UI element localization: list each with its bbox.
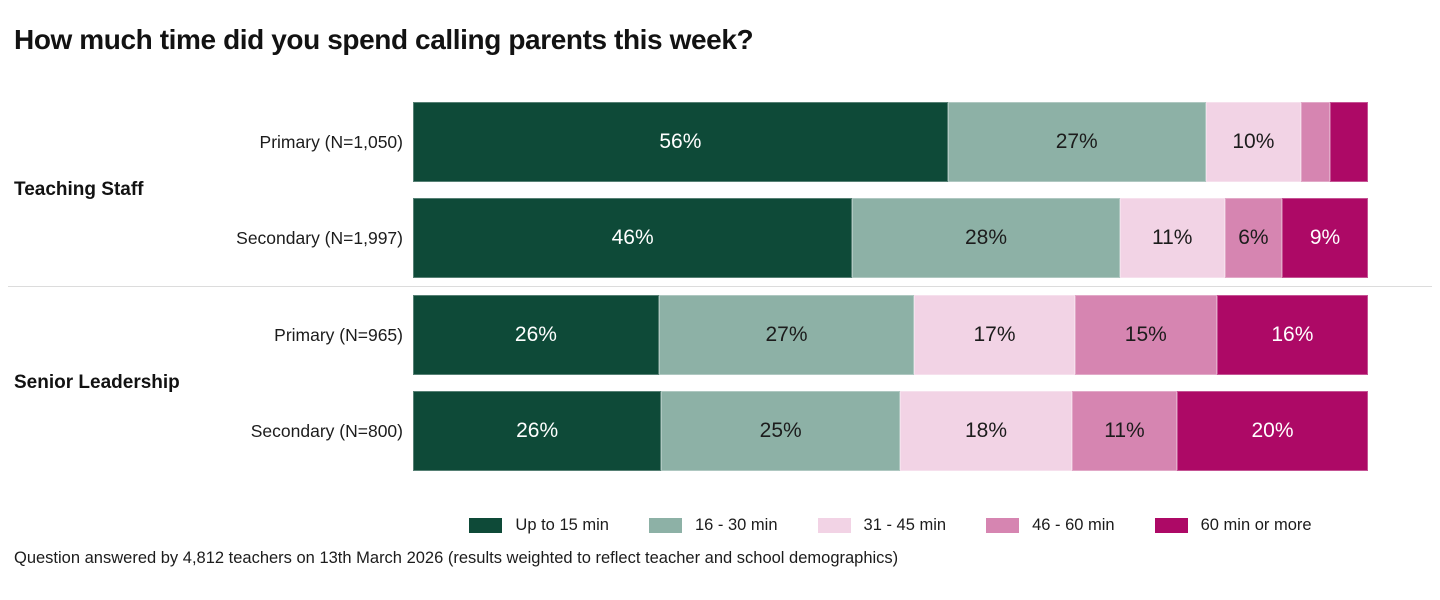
segment-value-label: 26%	[516, 419, 559, 442]
bar-segment: 11%	[1071, 391, 1177, 471]
legend-item: 16 - 30 min	[648, 516, 778, 535]
bar-segment: 26%	[413, 295, 659, 375]
bar-segment	[1301, 102, 1330, 182]
bar-segment: 10%	[1205, 102, 1302, 182]
row-label: Secondary (N=1,997)	[236, 227, 403, 248]
legend-label: 46 - 60 min	[1032, 516, 1115, 534]
bar-segment: 17%	[914, 295, 1075, 375]
bar-row: Primary (N=1,050) 56% 27% 10%	[0, 102, 1440, 182]
group-label: Senior Leadership	[14, 372, 180, 393]
segment-value-label: 25%	[759, 419, 802, 442]
segment-value-label: 28%	[964, 226, 1008, 249]
legend-item: 46 - 60 min	[986, 516, 1115, 535]
legend-label: 31 - 45 min	[863, 516, 947, 534]
group-label: Teaching Staff	[14, 179, 144, 200]
segment-value-label: 17%	[973, 323, 1016, 346]
bar-segment: 6%	[1224, 198, 1283, 278]
legend-label: 16 - 30 min	[694, 516, 778, 534]
legend-swatch	[1154, 518, 1188, 533]
bar-segment: 16%	[1216, 295, 1368, 375]
segment-value-label: 27%	[765, 323, 808, 346]
legend-swatch	[986, 518, 1020, 533]
bar-segment: 25%	[661, 391, 901, 471]
segment-value-label: 20%	[1251, 419, 1294, 442]
segment-value-label: 46%	[611, 226, 654, 249]
row-label: Primary (N=965)	[274, 324, 403, 345]
bar-segment: 15%	[1074, 295, 1217, 375]
stacked-bar: 26% 27% 17% 15% 16%	[413, 295, 1368, 375]
row-label: Primary (N=1,050)	[259, 131, 403, 152]
bar-segment: 9%	[1282, 198, 1368, 278]
legend-item: 31 - 45 min	[817, 516, 947, 535]
bar-segment: 26%	[413, 391, 662, 471]
bar-segment: 20%	[1177, 391, 1368, 471]
bar-segment: 11%	[1119, 198, 1225, 278]
segment-value-label: 10%	[1232, 130, 1275, 153]
legend-item: Up to 15 min	[469, 516, 609, 535]
chart-group-0: Teaching Staff Primary (N=1,050) 56% 27% 10%…	[0, 102, 1440, 278]
bar-row: Secondary (N=800) 26% 25% 18% 11% 20%	[0, 391, 1440, 471]
row-label: Secondary (N=800)	[250, 420, 403, 441]
legend-swatch	[469, 518, 503, 533]
chart-title: How much time did you spend calling pare…	[14, 24, 754, 55]
chart-legend: Up to 15 min 16 - 30 min 31 - 45 min 46 - 6…	[413, 516, 1368, 535]
bar-segment: 56%	[413, 102, 948, 182]
legend-swatch	[817, 518, 851, 533]
bar-segment: 27%	[658, 295, 915, 375]
segment-value-label: 6%	[1238, 226, 1269, 249]
source-note: Question answered by 4,812 teachers on 1…	[14, 549, 899, 567]
segment-value-label: 11%	[1104, 419, 1145, 442]
bar-segment: 18%	[900, 391, 1072, 471]
stacked-bar: 26% 25% 18% 11% 20%	[413, 391, 1368, 471]
segment-value-label: 9%	[1309, 226, 1341, 249]
stacked-bar: 46% 28% 11% 6% 9%	[413, 198, 1368, 278]
bar-row: Secondary (N=1,997) 46% 28% 11% 6% 9%	[0, 198, 1440, 278]
legend-swatch	[648, 518, 682, 533]
legend-item: 60 min or more	[1154, 516, 1312, 535]
segment-value-label: 27%	[1055, 130, 1098, 153]
segment-value-label: 26%	[514, 323, 557, 346]
chart-group-1: Senior Leadership Primary (N=965) 26% 27% 17…	[0, 295, 1440, 471]
segment-value-label: 16%	[1271, 323, 1314, 346]
segment-value-label: 11%	[1151, 226, 1193, 249]
bar-row: Primary (N=965) 26% 27% 17% 15% 16%	[0, 295, 1440, 375]
stacked-bar-chart: Teaching Staff Primary (N=1,050) 56% 27% 10%…	[0, 102, 1440, 471]
bar-segment: 28%	[852, 198, 1120, 278]
group-divider	[8, 286, 1432, 287]
legend-label: 60 min or more	[1200, 516, 1312, 534]
bar-segment: 46%	[413, 198, 853, 278]
legend-label: Up to 15 min	[515, 516, 609, 534]
segment-value-label: 18%	[964, 419, 1008, 442]
bar-segment	[1329, 102, 1368, 182]
segment-value-label: 15%	[1124, 323, 1167, 346]
segment-value-label: 56%	[659, 130, 702, 153]
stacked-bar: 56% 27% 10%	[413, 102, 1368, 182]
bar-segment: 27%	[947, 102, 1206, 182]
